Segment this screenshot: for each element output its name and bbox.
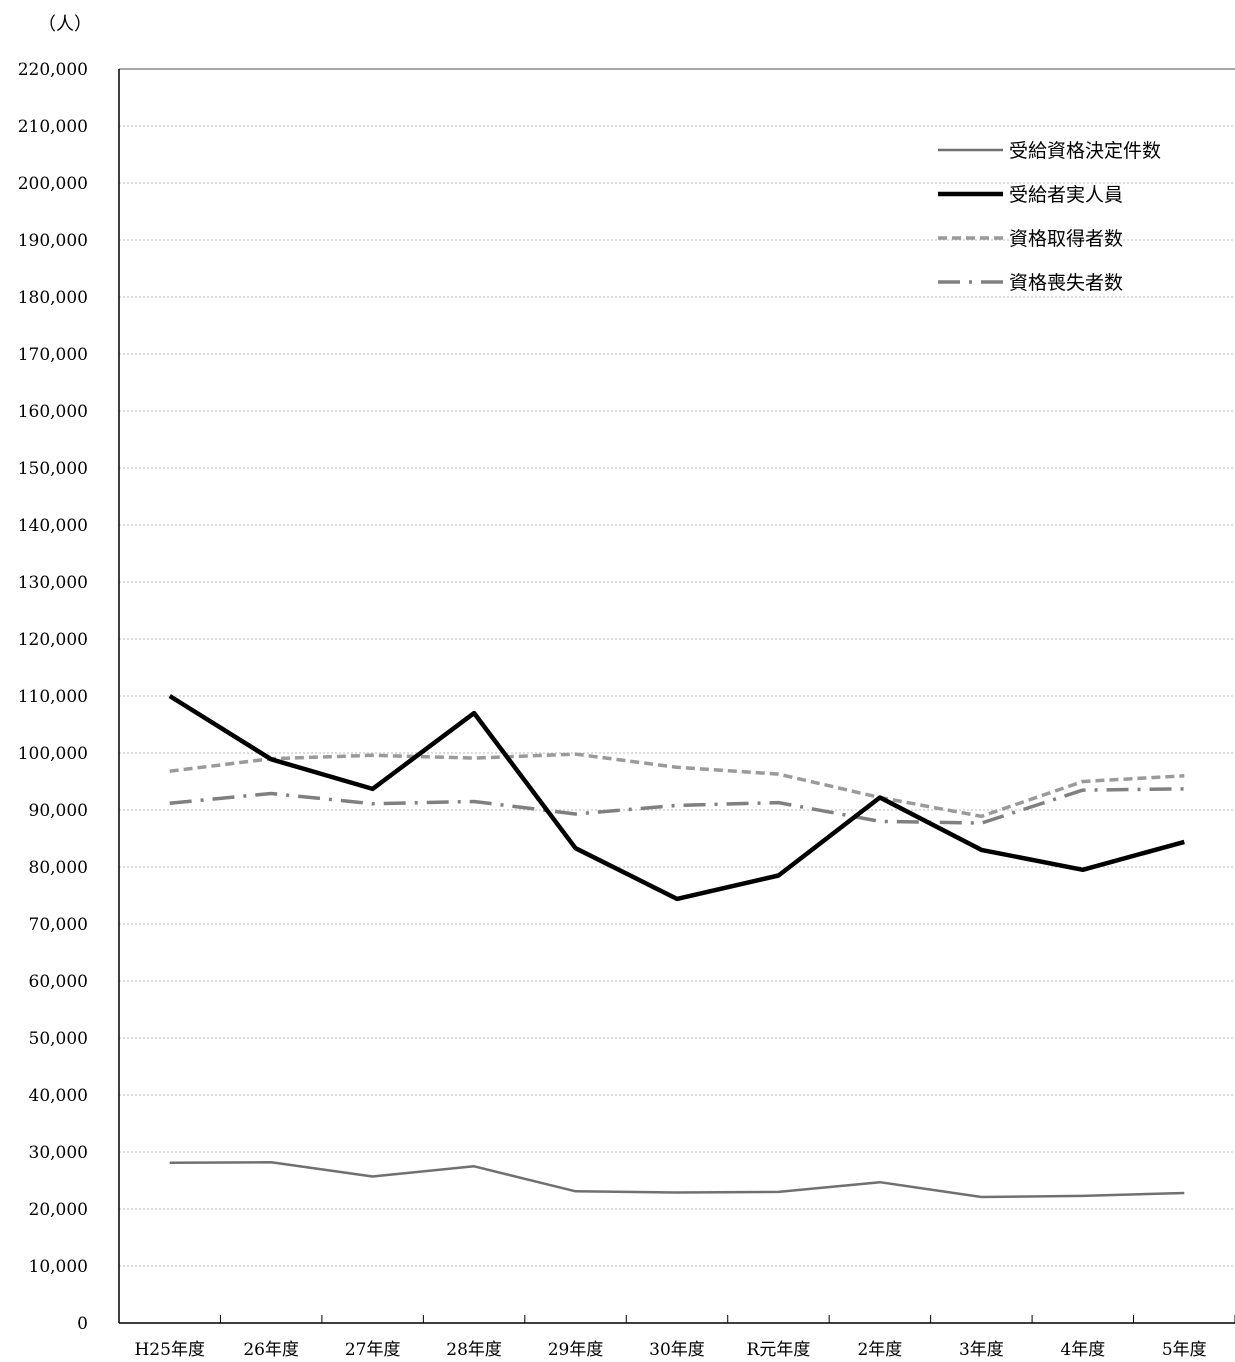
y-axis-unit-label: （人） — [38, 14, 92, 35]
series-line-2 — [168, 694, 1185, 902]
x-tick-label: 4年度 — [1060, 1340, 1105, 1360]
y-tick-label: 20,000 — [29, 1200, 88, 1220]
axes — [118, 69, 1235, 1324]
y-tick-label: 120,000 — [18, 630, 88, 650]
y-tick-label: 70,000 — [29, 915, 88, 935]
x-tick-label: 2年度 — [857, 1340, 902, 1360]
y-tick-label: 210,000 — [18, 117, 88, 137]
x-tick-label: R元年度 — [747, 1340, 811, 1360]
y-tick-label: 170,000 — [18, 345, 88, 365]
y-tick-label: 0 — [77, 1314, 88, 1334]
y-tick-label: 60,000 — [29, 972, 88, 992]
grid-lines — [119, 68, 1235, 1267]
y-tick-label: 90,000 — [29, 801, 88, 821]
legend-label: 受給資格決定件数 — [1009, 140, 1161, 162]
x-tick-label: 26年度 — [243, 1340, 299, 1360]
x-tick-label: 27年度 — [345, 1340, 401, 1360]
y-tick-label: 220,000 — [18, 60, 88, 80]
series-lines — [168, 694, 1185, 1199]
y-tick-label: 30,000 — [29, 1143, 88, 1163]
x-tick-label: 3年度 — [959, 1340, 1004, 1360]
y-tick-label: 100,000 — [18, 744, 88, 764]
y-tick-label: 150,000 — [18, 459, 88, 479]
y-tick-label: 40,000 — [29, 1086, 88, 1106]
x-tick-label: 30年度 — [649, 1340, 705, 1360]
x-tick-label: 28年度 — [446, 1340, 502, 1360]
x-tick-label: H25年度 — [134, 1340, 204, 1360]
y-axis-ticks: 0 10,000 20,000 30,000 40,000 50,000 60,000 70,… — [18, 60, 88, 1334]
y-tick-label: 140,000 — [18, 516, 88, 536]
y-tick-label: 180,000 — [18, 288, 88, 308]
y-tick-label: 10,000 — [29, 1257, 88, 1277]
legend-label: 資格喪失者数 — [1009, 272, 1123, 294]
legend-label: 資格取得者数 — [1009, 228, 1123, 250]
y-tick-label: 130,000 — [18, 573, 88, 593]
series-line-1 — [169, 1161, 1185, 1199]
y-tick-label: 190,000 — [18, 231, 88, 251]
x-tick-label: 29年度 — [548, 1340, 604, 1360]
series-line-3 — [169, 752, 1185, 819]
legend-label: 受給者実人員 — [1009, 184, 1123, 206]
x-axis-ticks: H25年度 26年度 27年度 28年度 29年度 30年度 R元年度 2年度 3年度 4年度 5年… — [134, 1340, 1206, 1360]
y-tick-label: 160,000 — [18, 402, 88, 422]
x-tick-label: 5年度 — [1162, 1340, 1207, 1360]
y-tick-label: 50,000 — [29, 1029, 88, 1049]
y-tick-label: 110,000 — [18, 687, 88, 707]
y-tick-label: 200,000 — [18, 174, 88, 194]
y-tick-label: 80,000 — [29, 858, 88, 878]
series-line-4 — [169, 787, 1185, 825]
